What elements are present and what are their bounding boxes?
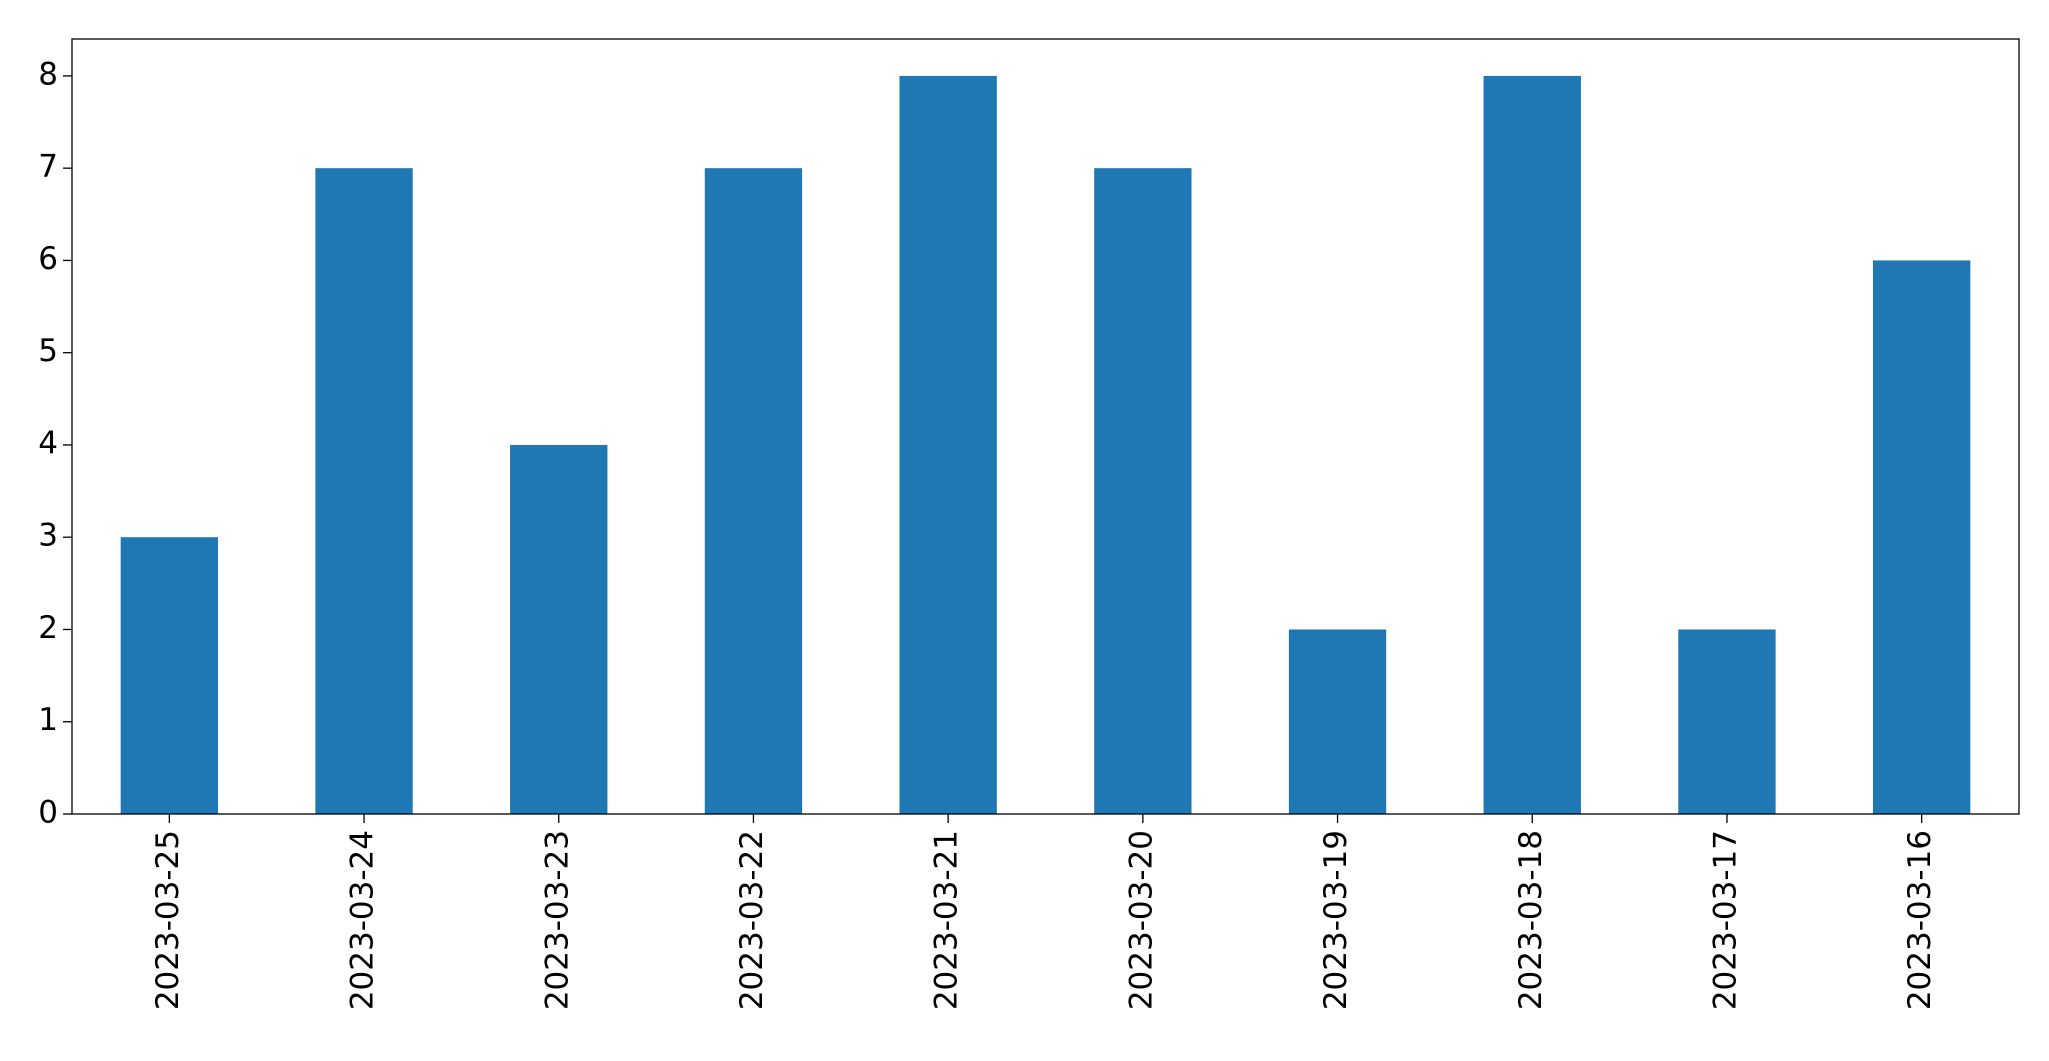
x-tick-label: 2023-03-24 — [345, 830, 381, 1010]
bar — [315, 168, 413, 814]
y-tick-label: 2 — [38, 610, 58, 646]
y-tick-label: 6 — [38, 241, 58, 277]
bar — [704, 168, 803, 814]
y-tick-label: 3 — [38, 518, 58, 554]
bar — [899, 75, 997, 814]
x-tick-label: 2023-03-16 — [1902, 830, 1938, 1010]
y-tick-label: 4 — [38, 425, 58, 461]
y-tick-label: 1 — [38, 702, 58, 738]
y-tick-label: 7 — [38, 149, 58, 185]
y-tick-label: 5 — [38, 333, 58, 369]
plot-frame — [71, 38, 2020, 815]
y-tick-label: 0 — [38, 795, 58, 831]
x-tick-label: 2023-03-21 — [929, 830, 965, 1010]
x-tick-label: 2023-03-19 — [1318, 830, 1354, 1010]
x-tick-label: 2023-03-22 — [734, 830, 770, 1010]
bar — [510, 444, 608, 814]
x-tick-label: 2023-03-17 — [1707, 830, 1743, 1010]
x-tick-label: 2023-03-18 — [1513, 830, 1549, 1010]
bar — [1872, 260, 1971, 814]
bar — [1483, 75, 1581, 814]
x-tick-label: 2023-03-25 — [150, 830, 186, 1010]
bar — [120, 537, 219, 814]
y-tick-label: 8 — [38, 56, 58, 92]
bar — [1288, 629, 1387, 814]
bar — [1094, 168, 1192, 814]
bar — [1678, 629, 1776, 814]
x-tick-label: 2023-03-20 — [1123, 830, 1159, 1010]
x-tick-label: 2023-03-23 — [539, 830, 575, 1010]
